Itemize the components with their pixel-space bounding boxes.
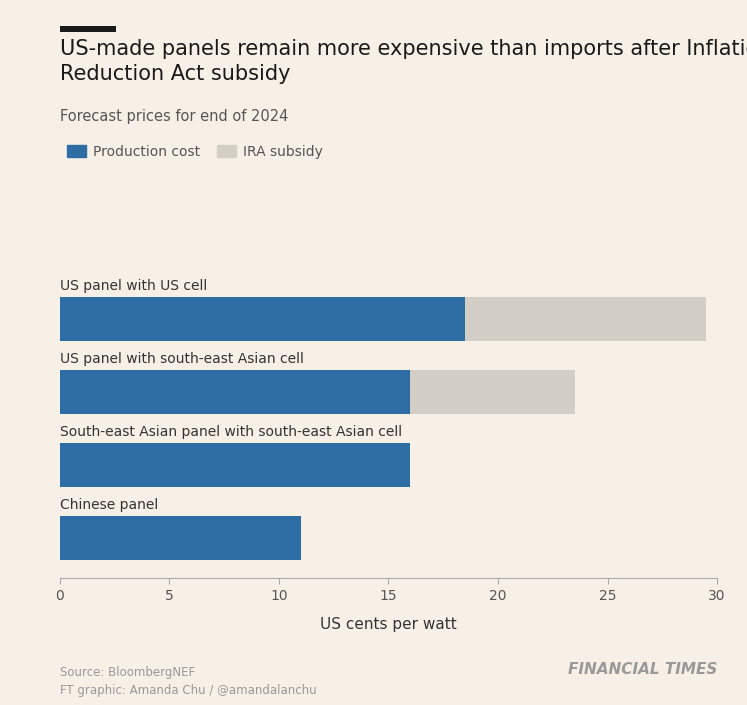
Text: Source: BloombergNEF
FT graphic: Amanda Chu / @amandalanchu: Source: BloombergNEF FT graphic: Amanda … — [60, 666, 317, 697]
Text: US-made panels remain more expensive than imports after Inflation
Reduction Act : US-made panels remain more expensive tha… — [60, 39, 747, 85]
Text: Chinese panel: Chinese panel — [60, 498, 158, 512]
Bar — [60, 443, 410, 487]
Legend: Production cost, IRA subsidy: Production cost, IRA subsidy — [66, 145, 323, 159]
Bar — [60, 297, 465, 341]
Text: FINANCIAL TIMES: FINANCIAL TIMES — [568, 662, 717, 677]
Bar — [60, 516, 301, 560]
Text: South-east Asian panel with south-east Asian cell: South-east Asian panel with south-east A… — [60, 424, 402, 439]
Text: Forecast prices for end of 2024: Forecast prices for end of 2024 — [60, 109, 288, 124]
X-axis label: US cents per watt: US cents per watt — [320, 617, 457, 632]
Bar — [60, 370, 410, 414]
Bar — [60, 370, 574, 414]
Text: US panel with south-east Asian cell: US panel with south-east Asian cell — [60, 352, 303, 366]
Bar — [60, 297, 706, 341]
Text: US panel with US cell: US panel with US cell — [60, 278, 207, 293]
